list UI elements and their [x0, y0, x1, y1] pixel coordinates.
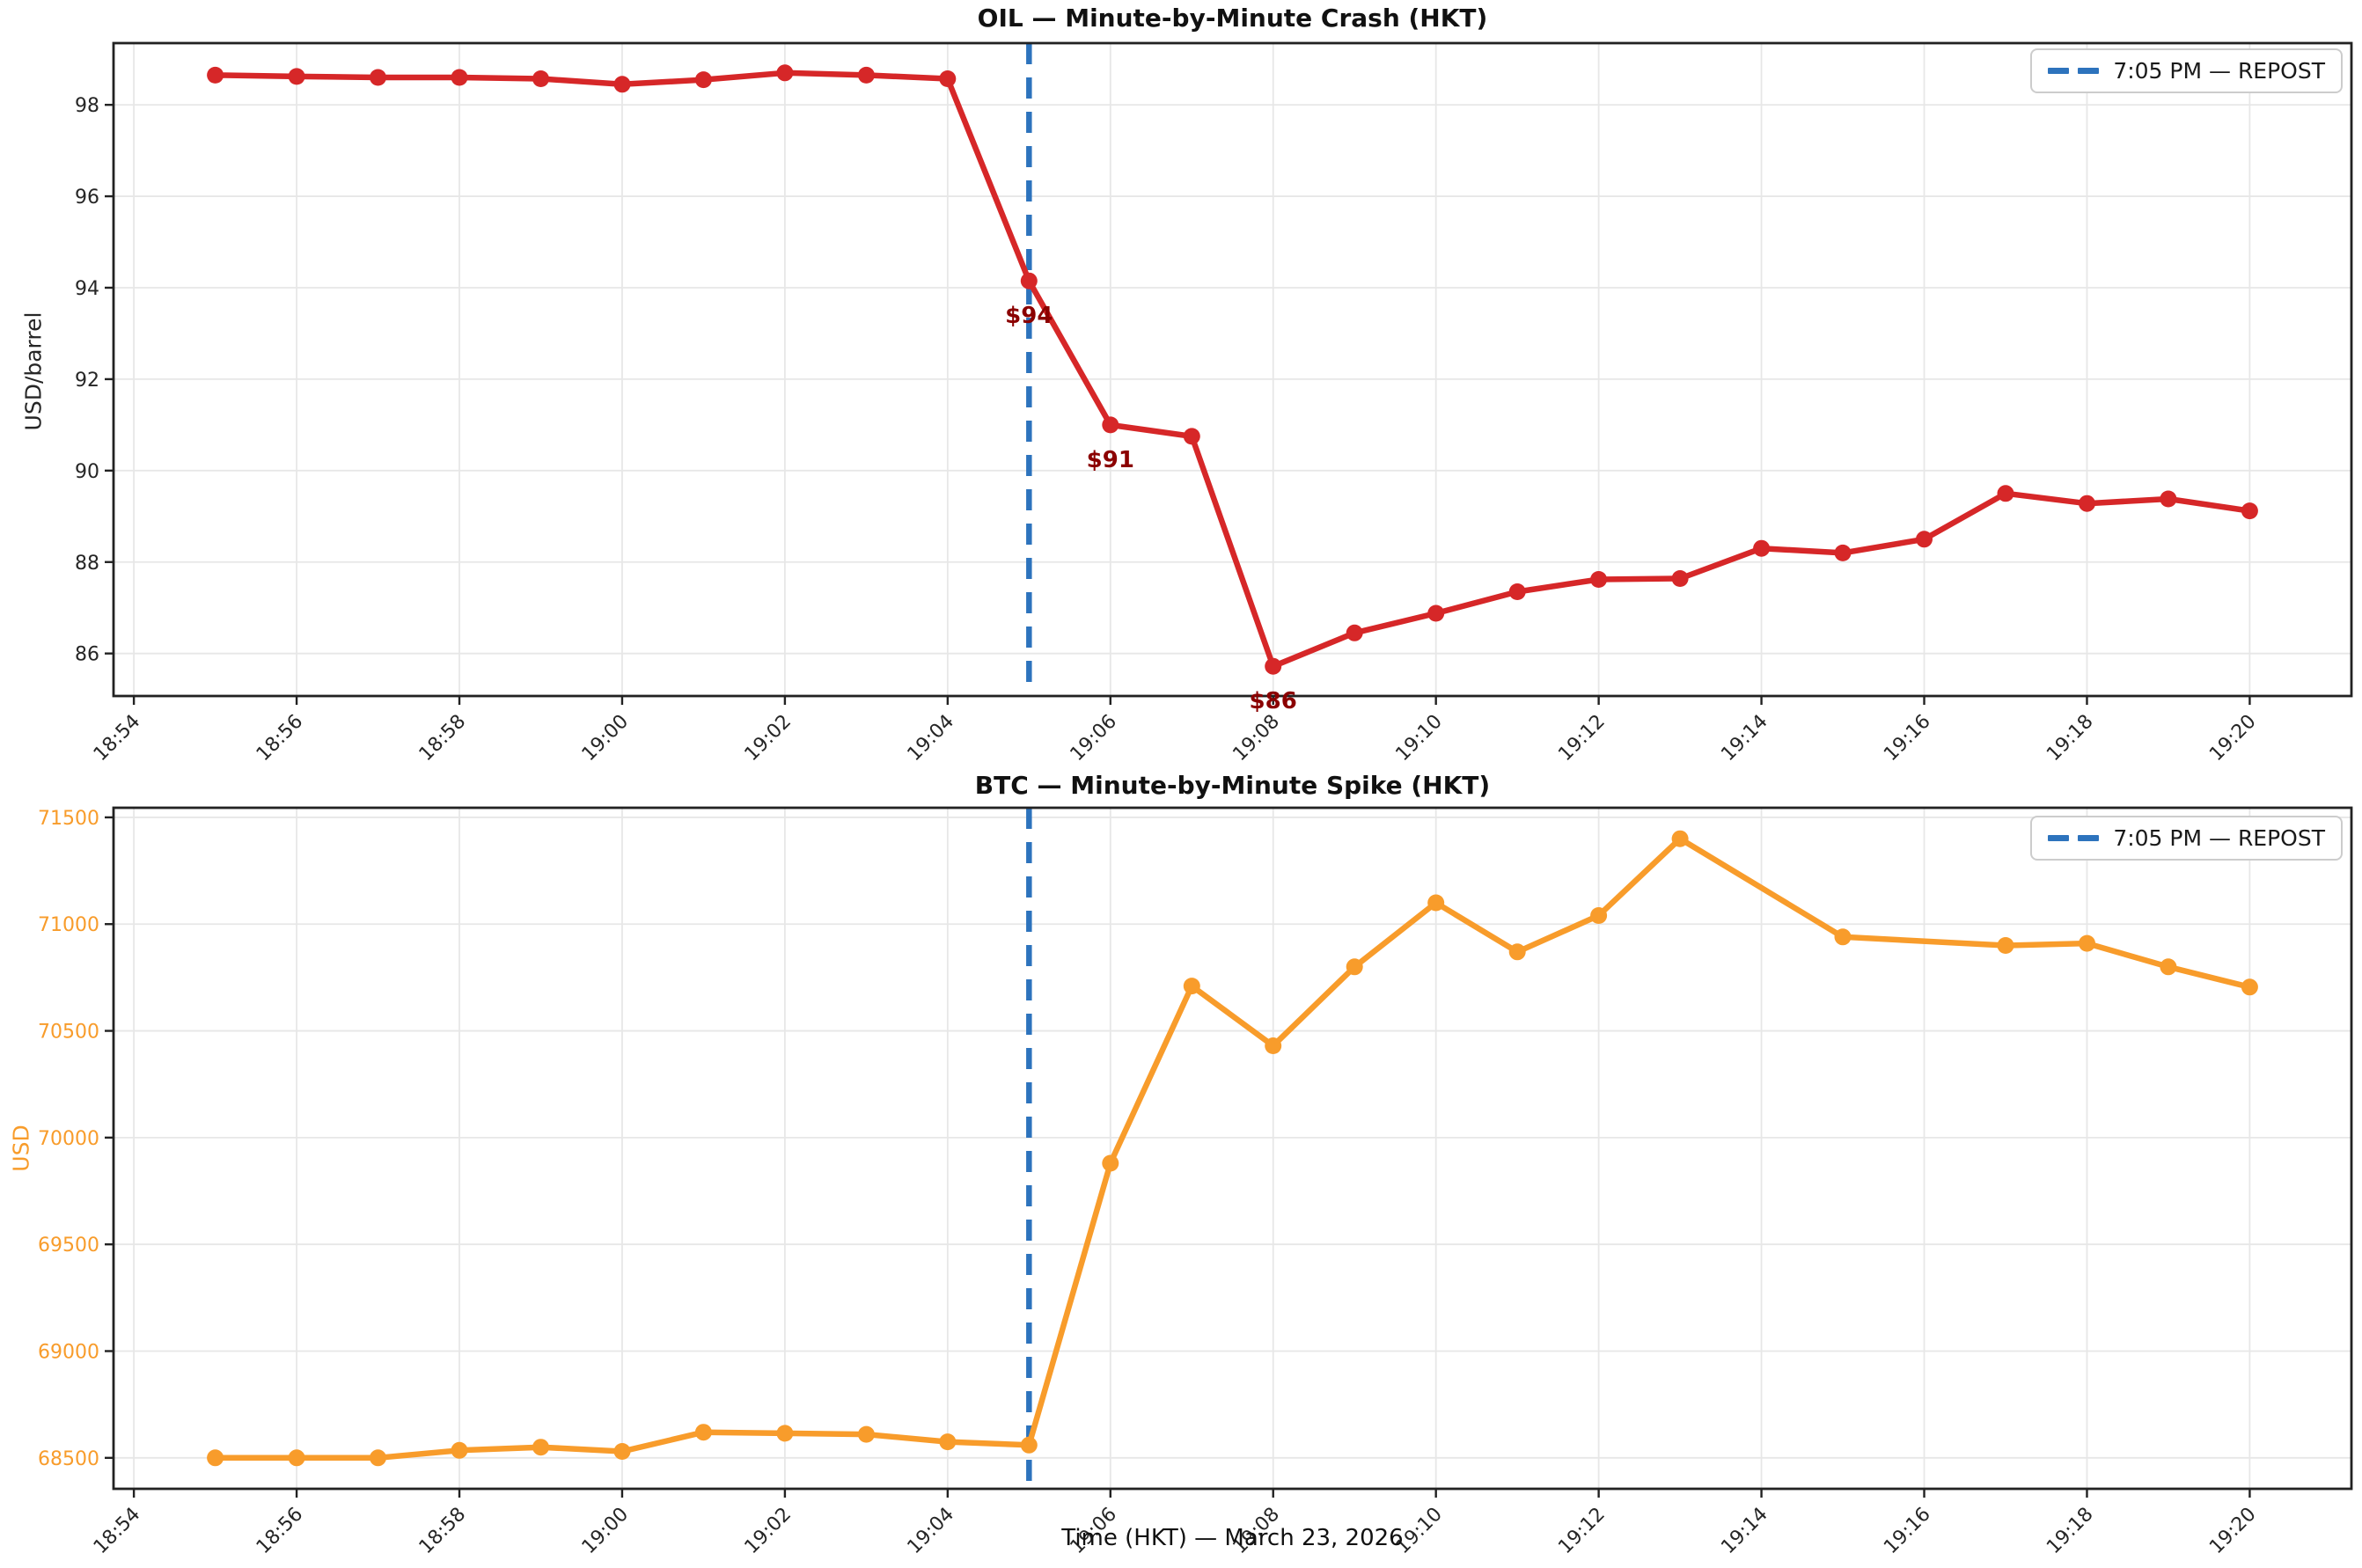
svg-text:96: 96	[75, 187, 99, 209]
oil-chart-title: OIL — Minute-by-Minute Crash (HKT)	[977, 4, 1488, 33]
btc-legend-label: 7:05 PM — REPOST	[2113, 825, 2325, 851]
btc-chart-title: BTC — Minute-by-Minute Spike (HKT)	[974, 771, 1491, 800]
svg-text:$94: $94	[1005, 303, 1053, 329]
svg-text:19:18: 19:18	[2043, 711, 2098, 766]
dashed-line-icon	[2048, 68, 2100, 74]
oil-legend-label: 7:05 PM — REPOST	[2113, 58, 2325, 84]
svg-text:90: 90	[75, 461, 99, 483]
svg-text:19:08: 19:08	[1229, 711, 1284, 766]
svg-text:92: 92	[75, 370, 99, 392]
svg-text:18:58: 18:58	[415, 711, 471, 766]
svg-text:70000: 70000	[38, 1128, 99, 1150]
svg-text:18:56: 18:56	[253, 711, 308, 766]
svg-text:70500: 70500	[38, 1022, 99, 1044]
svg-text:18:54: 18:54	[90, 711, 145, 766]
svg-text:71500: 71500	[38, 808, 99, 830]
btc-legend: 7:05 PM — REPOST	[2030, 816, 2343, 861]
svg-text:69500: 69500	[38, 1235, 99, 1257]
x-axis-label: Time (HKT) — March 23, 2026	[1061, 1525, 1404, 1551]
svg-text:98: 98	[75, 95, 99, 117]
svg-text:86: 86	[75, 644, 99, 666]
svg-text:94: 94	[75, 278, 99, 300]
oil-legend: 7:05 PM — REPOST	[2030, 48, 2343, 93]
dashed-line-icon	[2048, 835, 2100, 841]
svg-text:68500: 68500	[38, 1448, 99, 1470]
svg-text:19:14: 19:14	[1717, 711, 1772, 766]
svg-text:19:02: 19:02	[741, 711, 796, 766]
svg-text:19:12: 19:12	[1554, 711, 1610, 766]
svg-text:19:04: 19:04	[904, 711, 959, 766]
svg-text:19:10: 19:10	[1391, 711, 1447, 766]
svg-text:19:16: 19:16	[1880, 711, 1935, 766]
btc-y-axis-label: USD	[8, 1125, 34, 1172]
svg-text:$91: $91	[1087, 447, 1134, 473]
oil-y-axis-label: USD/barrel	[20, 311, 47, 431]
svg-text:71000: 71000	[38, 914, 99, 936]
svg-text:19:06: 19:06	[1067, 711, 1122, 766]
svg-text:19:20: 19:20	[2205, 711, 2261, 766]
svg-text:19:00: 19:00	[578, 711, 634, 766]
svg-text:69000: 69000	[38, 1342, 99, 1364]
svg-text:$86: $86	[1250, 688, 1297, 714]
svg-text:88: 88	[75, 553, 99, 575]
